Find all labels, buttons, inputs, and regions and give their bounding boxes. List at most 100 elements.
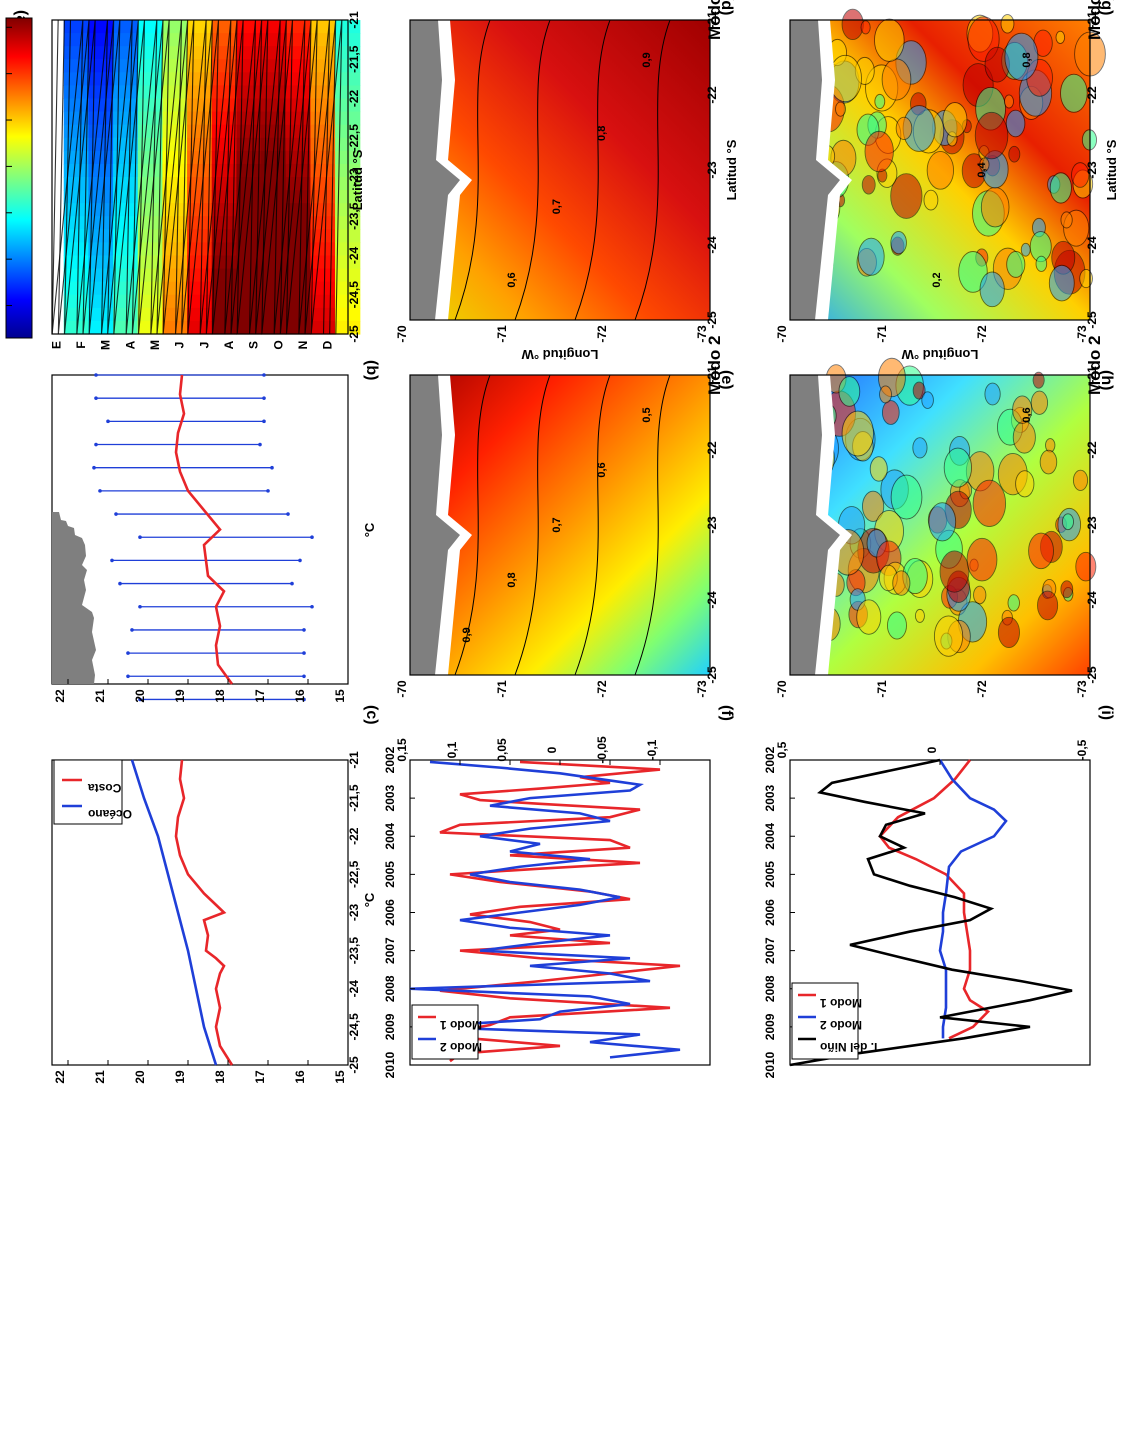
heatmap-a-cell [162, 177, 188, 191]
heatmap-a: E F M A M J J A S O N D -21 -21,5 -22 -22,5 -23 -23,5 -24… [49, 11, 365, 350]
heatmap-a-contour-1 [57, 19, 337, 335]
heatmap-a-cell [88, 268, 114, 283]
mapD-contour-label-3: 0,6 [506, 272, 518, 287]
mapH-blob [869, 456, 888, 482]
heatmap-a-cell [187, 163, 213, 178]
mapG-blob [1049, 172, 1072, 204]
heatmap-a-cell [88, 98, 114, 113]
heatmap-a-cell [162, 255, 188, 270]
mapG-blob [841, 8, 864, 41]
heatmap-a-cell [113, 229, 139, 244]
mapH-blob [1075, 551, 1097, 582]
heatmap-a-cell [88, 242, 114, 257]
mapG-title: Modo 1 [1085, 0, 1104, 40]
colorbar: 22212019181716 [5, 17, 33, 339]
mapD-x-tick-2: -71 [495, 325, 509, 343]
heatmap-a-cell [162, 33, 188, 47]
chart-c-series-1 [130, 759, 218, 1066]
plotI-legend-label-1: Modo 2 [820, 1018, 862, 1032]
mapG-blob [958, 251, 988, 293]
heatmap-a-cell [137, 190, 163, 204]
mapD-contour-label-0: 0,9 [641, 52, 653, 67]
plotI-y-tick-1: 0 [925, 746, 939, 753]
heatmap-a-cell [310, 255, 336, 270]
heatmap-a-cell [261, 177, 287, 191]
mapG-blob [1006, 250, 1026, 278]
mapD-contour-4 [454, 19, 491, 321]
mapD-frame [409, 19, 711, 321]
heatmap-a-cell [310, 294, 336, 309]
panel-g: (g) 0,8 0,4 0,2 Modo 1 -73 -72 -71 -70 -21 -22 -23… [775, 0, 1119, 362]
heatmap-a-cell [187, 20, 213, 34]
mapG-blob [923, 189, 939, 211]
mapH-x-tick-2: -71 [875, 680, 889, 698]
heatmap-a-cell [162, 294, 188, 309]
heatmap-a-cell [137, 307, 163, 322]
heatmap-a-cell [211, 163, 237, 178]
mapH-y-tick-4: -25 [1085, 666, 1099, 684]
mapE-x-tick-0: -73 [695, 680, 709, 698]
heatmap-a-cell [236, 20, 262, 34]
heatmap-a-cell [88, 20, 114, 34]
mapH-blob [1061, 513, 1074, 531]
heatmap-a-cell [162, 111, 188, 126]
mapG-blob [1000, 14, 1015, 34]
mapD-contour-label-2: 0,7 [551, 199, 563, 214]
heatmap-a-cell [113, 98, 139, 113]
range-min-b-7 [310, 535, 314, 540]
panel-f: (f) 2002 2003 2004 2005 2006 2007 2008 2009 2010… [383, 705, 735, 1078]
chart-c-x-tick-6: 21 [93, 1070, 107, 1084]
heatmap-a-month-9: O [271, 340, 285, 349]
chart-c-x-tick-3: 18 [213, 1070, 227, 1084]
heatmap-a-cell [285, 268, 311, 283]
heatmap-a-cell [285, 163, 311, 178]
mapE-contour-label-4: 0,9 [461, 627, 473, 642]
mapG-blob [890, 231, 907, 255]
mapD-xlabel: Longitud °W [521, 347, 598, 362]
chart-b-x-tick-5: 20 [133, 689, 147, 703]
mapH-blob [966, 537, 998, 582]
range-min-b-11 [302, 628, 306, 632]
mapD-x-tick-3: -70 [395, 325, 409, 343]
chart-b-x-ticks: 15 16 17 18 19 20 21 22 [53, 679, 349, 703]
mapE-contour-label-2: 0,7 [551, 517, 563, 532]
mapH-land [790, 375, 840, 675]
heatmap-a-cell [63, 281, 89, 296]
mapH-blob [914, 608, 925, 623]
plotI-y-tick-2: -0,5 [1075, 739, 1089, 760]
mapH-blob [1012, 421, 1036, 454]
plotI-series-2 [789, 758, 1073, 1067]
mapH-blob [973, 585, 987, 605]
heatmap-a-cell [236, 111, 262, 126]
colorbar-gradient [5, 17, 33, 339]
mapG-blob [881, 58, 912, 101]
mapH-blob [1012, 395, 1033, 424]
heatmap-a-cell [113, 20, 139, 34]
heatmap-a-lat-tick-7: -24,5 [347, 281, 361, 309]
heatmap-a-cell [162, 229, 188, 244]
range-min-b-10 [310, 604, 314, 609]
heatmap-a-cell [63, 268, 89, 283]
mapD-title: Modo 1 [705, 0, 724, 40]
chart-c-y-tick-7: -24,5 [347, 1013, 361, 1041]
mapH-blob [921, 391, 934, 409]
plotF-x-tick-4: 2006 [383, 899, 397, 926]
plotF-y-tick-2: 0,05 [495, 738, 509, 762]
heatmap-a-month-1: F [74, 341, 88, 348]
heatmap-a-cell [310, 177, 336, 191]
heatmap-a-cell [137, 281, 163, 296]
heatmap-a-cell [88, 163, 114, 178]
mapH-blob [838, 376, 861, 407]
plotI-y-tick-0: 0,5 [775, 741, 789, 758]
heatmap-a-cell [236, 98, 262, 113]
plotF-y-tick-4: -0,05 [595, 736, 609, 764]
heatmap-a-cell [63, 307, 89, 322]
heatmap-a-cell [310, 190, 336, 204]
heatmap-a-cell [113, 177, 139, 191]
range-min-b-0 [262, 373, 266, 377]
chart-c-x-tick-2: 17 [253, 1070, 267, 1084]
axis-label-latitud-a: Latitud °S [350, 149, 365, 210]
heatmap-a-cell [211, 268, 237, 283]
mapH-blob [841, 410, 874, 457]
